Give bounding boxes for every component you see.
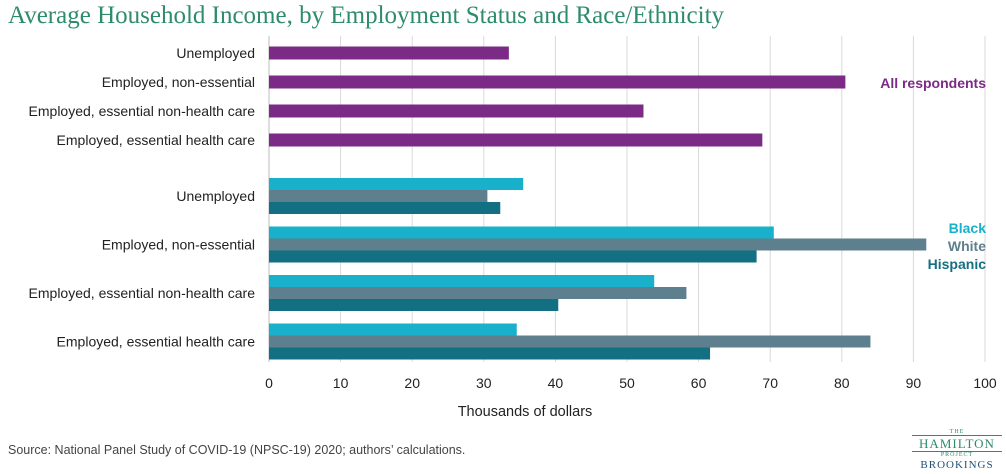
category-label: Employed, essential health care	[57, 334, 256, 350]
bar-all-respondents	[269, 133, 763, 147]
x-tick-label: 20	[404, 375, 420, 391]
logo-the: THE	[949, 429, 965, 435]
legend-hispanic: Hispanic	[928, 256, 987, 272]
bar-hispanic	[269, 299, 559, 311]
bar-all-respondents	[269, 75, 846, 89]
logo-hamilton: HAMILTON	[912, 435, 1002, 452]
bar-all-respondents	[269, 104, 644, 118]
category-label: Employed, non-essential	[102, 237, 255, 253]
bars	[269, 46, 927, 360]
logo-brookings: BROOKINGS	[920, 459, 994, 471]
bar-white	[269, 335, 871, 348]
bar-all-respondents	[269, 46, 509, 60]
x-tick-label: 80	[834, 375, 850, 391]
category-labels: Unemployed Employed, non-essential Employe…	[29, 45, 256, 350]
x-tick-label: 40	[548, 375, 564, 391]
x-tick-label: 50	[619, 375, 635, 391]
bar-white	[269, 190, 488, 202]
bar-black	[269, 178, 524, 190]
category-label: Unemployed	[176, 45, 255, 61]
bar-black	[269, 275, 655, 287]
x-tick-label: 100	[973, 375, 997, 391]
bar-hispanic	[269, 202, 501, 214]
x-tick-labels: 0 10 20 30 40 50 60 70 80 90 100	[265, 375, 997, 391]
legend-white: White	[948, 238, 986, 254]
x-tick-label: 90	[906, 375, 922, 391]
bar-black	[269, 323, 517, 336]
category-label: Employed, non-essential	[102, 74, 255, 90]
legend-all-respondents: All respondents	[880, 75, 986, 91]
x-tick-label: 0	[265, 375, 273, 391]
bar-hispanic	[269, 347, 711, 360]
category-label: Employed, essential health care	[57, 132, 256, 148]
category-label: Employed, essential non-health care	[29, 285, 256, 301]
category-label: Unemployed	[176, 188, 255, 204]
source-note: Source: National Panel Study of COVID-19…	[8, 443, 466, 457]
chart-title: Average Household Income, by Employment …	[8, 2, 725, 29]
bar-black	[269, 226, 774, 239]
logo-project: PROJECT	[940, 452, 974, 458]
hamilton-brookings-logo: THE HAMILTON PROJECT BROOKINGS	[912, 429, 1002, 471]
x-tick-label: 10	[333, 375, 349, 391]
bar-white	[269, 238, 927, 251]
legend-black: Black	[949, 220, 987, 236]
x-tick-label: 30	[476, 375, 492, 391]
x-tick-label: 60	[691, 375, 707, 391]
bar-white	[269, 287, 687, 299]
category-label: Employed, essential non-health care	[29, 103, 256, 119]
bar-hispanic	[269, 250, 757, 263]
x-tick-label: 70	[762, 375, 778, 391]
x-axis-label: Thousands of dollars	[458, 404, 593, 420]
